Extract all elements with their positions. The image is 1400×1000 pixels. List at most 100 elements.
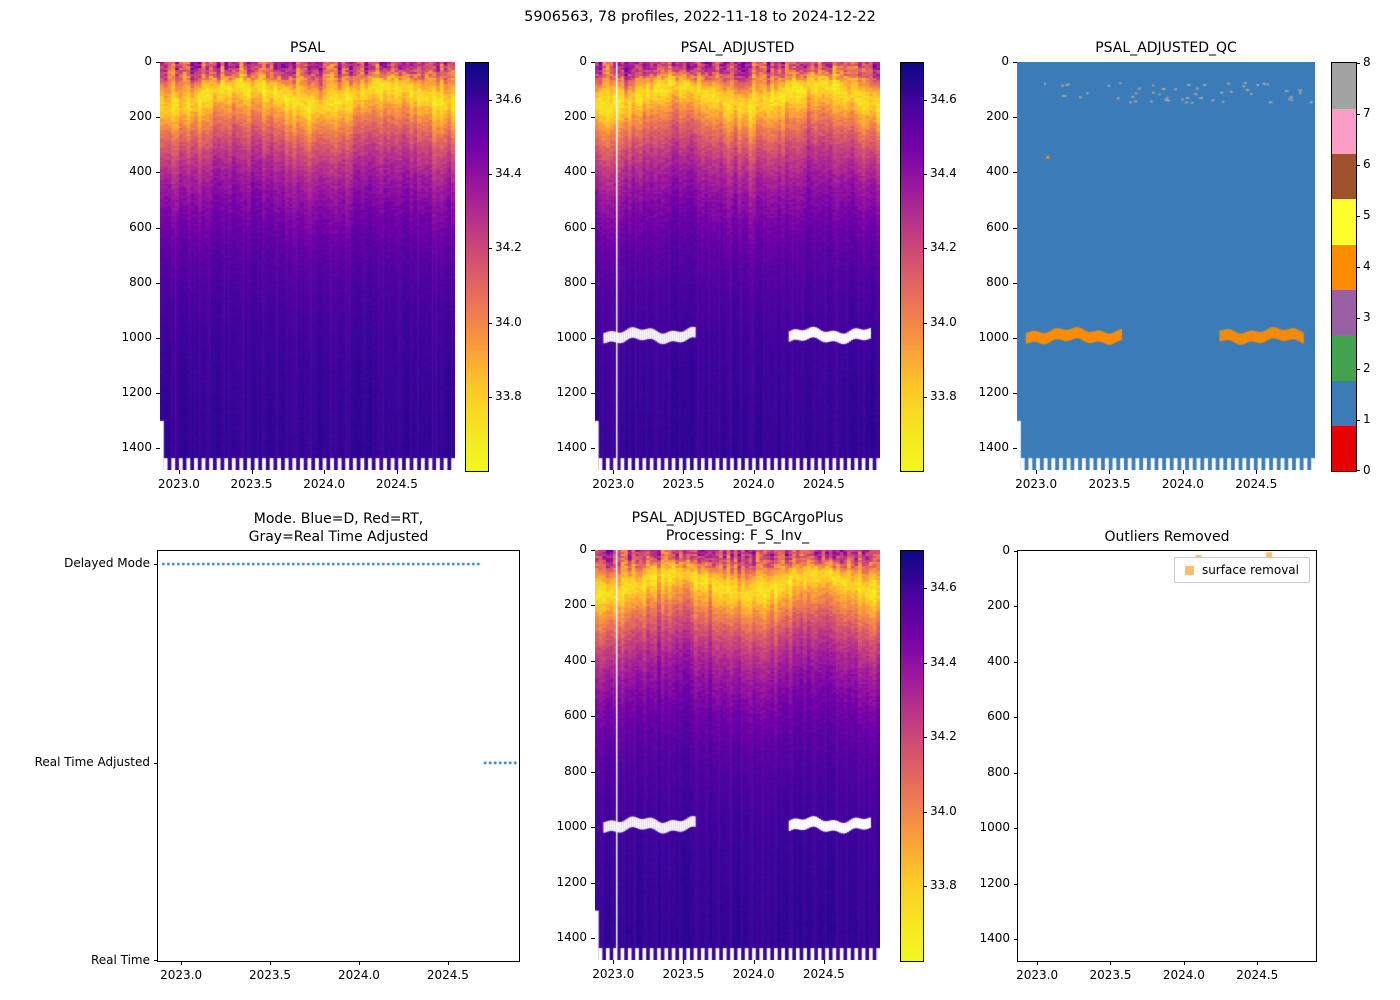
- colorbar-qc: 8 7 6 5 4 3 2 1 0: [1331, 55, 1371, 477]
- y-tick-mark: [591, 62, 595, 63]
- subplot-psal-adjusted-bgc: PSAL_ADJUSTED_BGCArgoPlus Processing: F_…: [556, 510, 880, 981]
- y-tick-label: 1000: [556, 330, 587, 345]
- subplot-psal: PSAL 2023.0 2023.5 2024.0 2024.5 0 200 400 600 8…: [121, 40, 455, 491]
- y-tick-mark: [1014, 828, 1018, 830]
- x-tick-mark: [1183, 961, 1185, 965]
- outliers-title: Outliers Removed: [1104, 528, 1230, 545]
- y-tick-label: 1200: [556, 385, 587, 400]
- colorbar-psal-adjusted-bgc: 34.6 34.4 34.2 34.0 33.8: [900, 550, 957, 962]
- colorbar-gradient: [901, 63, 923, 471]
- colorbar-tick-label: 1: [1363, 412, 1371, 426]
- colorbar-tick-mark: [923, 662, 927, 664]
- y-tick-mark: [591, 882, 595, 884]
- colorbar-tick-label: 2: [1363, 361, 1371, 375]
- y-tick-label: 400: [129, 164, 152, 179]
- colorbar-tick-label: 0: [1363, 463, 1371, 477]
- y-tick-mark: [1013, 172, 1017, 174]
- x-tick-mark: [1256, 470, 1258, 474]
- x-tick-mark: [1182, 470, 1184, 474]
- colorbar-tick-label: 6: [1363, 157, 1371, 171]
- x-tick-label: 2023.5: [1089, 968, 1132, 982]
- y-tick-mark: [591, 282, 595, 284]
- x-tick-label: 2024.5: [802, 967, 845, 981]
- colorbar-tick-label: 4: [1363, 259, 1371, 273]
- legend-label: surface removal: [1201, 563, 1299, 577]
- colorbar-psal: 34.6 34.4 34.2 34.0 33.8: [465, 62, 522, 472]
- y-tick-mark: [591, 550, 595, 551]
- y-tick-label: 1000: [978, 330, 1009, 345]
- colorbar-psal-adjusted: 34.6 34.4 34.2 34.0 33.8: [900, 62, 957, 472]
- colorbar-tick-label: 5: [1363, 208, 1371, 222]
- y-tick-label: 400: [564, 652, 587, 667]
- colorbar-tick-mark: [923, 248, 927, 250]
- psal-title: PSAL: [290, 39, 325, 56]
- psal-adjusted-bgc-title: PSAL_ADJUSTED_BGCArgoPlus Processing: F_…: [631, 509, 844, 544]
- colorbar-tick-mark: [923, 811, 927, 813]
- x-tick-label: 2024.5: [1235, 477, 1278, 491]
- x-tick-label: 2023.5: [662, 967, 705, 981]
- x-tick-mark: [823, 470, 825, 474]
- figure-title: 5906563, 78 profiles, 2022-11-18 to 2024…: [524, 9, 876, 25]
- y-tick-mark: [591, 716, 595, 718]
- x-tick-mark: [1109, 470, 1111, 474]
- x-tick-mark: [1110, 961, 1112, 965]
- y-tick-mark: [1013, 448, 1017, 450]
- x-tick-mark: [251, 470, 253, 474]
- y-tick-mark: [1013, 338, 1017, 340]
- x-tick-label: 2023.5: [249, 968, 292, 982]
- y-tick-label: 400: [987, 653, 1010, 668]
- colorbar-tick-label: 34.2: [930, 240, 957, 255]
- x-tick-mark: [1257, 961, 1259, 965]
- x-tick-label: 2023.0: [592, 967, 635, 981]
- psal-adjusted-bgc-heatmap: [595, 550, 880, 960]
- y-tick-label: 400: [986, 164, 1009, 179]
- colorbar-tick-mark: [1356, 369, 1360, 370]
- colorbar-gradient: [901, 551, 923, 961]
- x-tick-label: 2024.0: [1162, 968, 1205, 982]
- y-tick-mark: [1014, 939, 1018, 941]
- colorbar-tick-mark: [923, 396, 927, 398]
- y-tick-mark: [1013, 62, 1017, 63]
- x-tick-label: 2024.0: [732, 967, 775, 981]
- psal-adjusted-qc-heatmap: [1017, 62, 1315, 470]
- y-tick-label: 1200: [556, 874, 587, 889]
- x-tick-label: 2023.5: [662, 477, 705, 491]
- qc-colorbar-segment-6: [1332, 153, 1356, 200]
- colorbar-tick-mark: [923, 100, 927, 102]
- colorbar-tick-label: 34.6: [930, 92, 957, 107]
- y-tick-mark: [591, 660, 595, 662]
- colorbar-tick-mark: [488, 100, 492, 102]
- y-tick-label: 200: [987, 598, 1010, 613]
- y-tick-mark: [1014, 551, 1018, 552]
- y-tick-mark: [1013, 227, 1017, 229]
- y-tick-label: 800: [564, 274, 587, 289]
- colorbar-tick-mark: [1356, 318, 1360, 319]
- psal-adjusted-heatmap: [595, 62, 880, 470]
- outliers-scatter: [1018, 551, 1316, 961]
- y-tick-mark: [1014, 772, 1018, 774]
- colorbar-tick-mark: [923, 322, 927, 324]
- y-tick-label: 1400: [979, 931, 1010, 946]
- colorbar-tick-mark: [488, 396, 492, 398]
- y-tick-label: 600: [129, 219, 152, 234]
- qc-colorbar-segment-4: [1332, 244, 1356, 291]
- psal-heatmap: [160, 62, 455, 470]
- y-tick-mark: [1014, 661, 1018, 663]
- x-tick-label: 2024.5: [802, 477, 845, 491]
- y-tick-label: 1000: [556, 819, 587, 834]
- colorbar-tick-mark: [923, 886, 927, 888]
- colorbar-tick-label: 34.0: [930, 314, 957, 329]
- colorbar-tick-label: 34.0: [495, 314, 522, 329]
- y-tick-label: 0: [579, 542, 587, 556]
- y-tick-mark: [156, 282, 160, 284]
- y-tick-mark: [591, 227, 595, 229]
- y-tick-label: 800: [986, 274, 1009, 289]
- y-tick-mark: [591, 393, 595, 395]
- y-tick-label: 1400: [978, 440, 1009, 455]
- colorbar-tick-mark: [1356, 63, 1360, 64]
- colorbar-tick-mark: [1356, 165, 1360, 166]
- y-tick-mark: [154, 762, 158, 764]
- y-tick-mark: [156, 393, 160, 395]
- y-tick-mark: [1014, 717, 1018, 719]
- colorbar-tick-mark: [1356, 470, 1360, 471]
